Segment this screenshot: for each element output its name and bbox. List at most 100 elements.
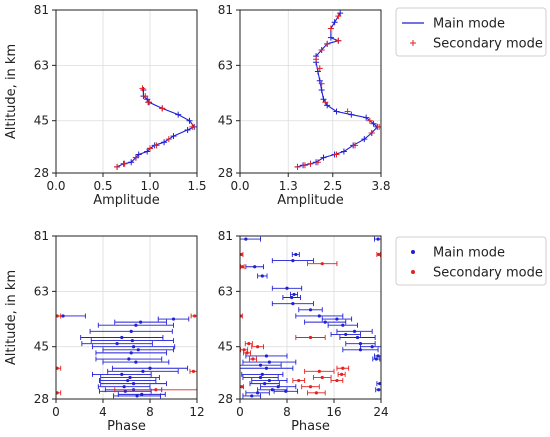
main-mode-line bbox=[116, 90, 196, 168]
legend-label: Secondary mode bbox=[433, 37, 543, 52]
secondary-mode-point bbox=[294, 163, 301, 170]
main-mode-point bbox=[344, 332, 348, 337]
main-mode-point bbox=[374, 357, 378, 361]
main-mode-point bbox=[290, 295, 294, 300]
main-mode-point bbox=[324, 102, 331, 109]
y-tick-label: 28 bbox=[34, 392, 49, 406]
secondary-mode-point bbox=[335, 13, 342, 20]
main-mode-point bbox=[260, 372, 264, 376]
secondary-mode-point bbox=[376, 123, 381, 130]
main-mode-point bbox=[370, 120, 377, 127]
legend-marker-dot bbox=[411, 270, 415, 274]
main-mode-point bbox=[335, 317, 339, 321]
main-mode-point bbox=[361, 136, 368, 143]
secondary-mode-point bbox=[56, 314, 59, 318]
main-mode-point bbox=[352, 329, 357, 333]
main-mode-point bbox=[270, 388, 274, 392]
secondary-mode-point bbox=[333, 151, 340, 158]
main-mode-point bbox=[170, 133, 177, 140]
x-axis-label: Phase bbox=[107, 419, 146, 434]
main-mode-point bbox=[358, 348, 363, 352]
main-mode-line bbox=[297, 12, 379, 168]
secondary-mode-point bbox=[352, 142, 359, 149]
x-axis-label: Phase bbox=[291, 419, 330, 434]
legend-label: Main mode bbox=[433, 17, 505, 32]
legend-1: Main mode Secondary mode bbox=[395, 7, 547, 57]
main-mode-point bbox=[348, 111, 355, 118]
main-mode-point bbox=[376, 354, 380, 358]
x-tick-label: 1.5 bbox=[187, 179, 206, 193]
y-tick-label: 81 bbox=[34, 3, 49, 17]
x-axis-label: Amplitude bbox=[277, 193, 344, 208]
x-axis-label: Amplitude bbox=[93, 193, 160, 208]
y-axis-label: Altitude, in km bbox=[4, 270, 19, 365]
y-tick-label: 45 bbox=[34, 340, 49, 354]
chart-panel-4: 0 8 16 24 28 45 63 81 Phase bbox=[218, 229, 389, 434]
main-mode-point bbox=[316, 77, 323, 84]
x-tick-label: 1.0 bbox=[140, 179, 159, 193]
secondary-mode-point bbox=[297, 378, 301, 383]
secondary-mode-point bbox=[307, 160, 314, 167]
y-tick-label: 28 bbox=[34, 166, 49, 180]
secondary-mode-point bbox=[121, 160, 128, 167]
main-mode-point bbox=[267, 360, 271, 364]
main-mode-point bbox=[128, 159, 135, 166]
plot-area bbox=[114, 85, 197, 170]
secondary-mode-point bbox=[114, 163, 121, 170]
main-mode-point bbox=[256, 391, 260, 395]
legend-frame bbox=[395, 236, 547, 286]
y-tick-label: 63 bbox=[218, 58, 233, 72]
y-axis-label: Altitude, in km bbox=[4, 44, 19, 139]
main-mode-point bbox=[276, 385, 280, 389]
x-tick-label: 0.0 bbox=[230, 179, 249, 193]
main-mode-point bbox=[144, 148, 151, 155]
x-tick-label: 0 bbox=[236, 405, 244, 419]
y-tick-label: 63 bbox=[218, 284, 233, 298]
secondary-mode-point bbox=[327, 25, 334, 32]
x-tick-label: 0.5 bbox=[93, 179, 112, 193]
main-mode-point bbox=[340, 148, 347, 155]
y-tick-label: 81 bbox=[218, 3, 233, 17]
main-mode-point bbox=[161, 139, 168, 146]
main-mode-point bbox=[258, 363, 263, 367]
secondary-mode-point bbox=[147, 145, 153, 152]
secondary-mode-point bbox=[240, 265, 244, 269]
secondary-mode-point bbox=[314, 391, 318, 395]
main-mode-point bbox=[129, 329, 133, 333]
plot-frame bbox=[55, 235, 198, 400]
secondary-mode-point bbox=[301, 162, 308, 169]
main-mode-point bbox=[341, 323, 345, 327]
main-mode-point bbox=[171, 317, 176, 321]
plot-frame bbox=[239, 235, 382, 400]
secondary-mode-point bbox=[145, 99, 152, 106]
main-mode-point bbox=[291, 302, 295, 306]
main-mode-point bbox=[308, 308, 313, 312]
y-tick-label: 63 bbox=[34, 284, 49, 298]
main-mode-point bbox=[284, 389, 288, 393]
x-tick-label: 0 bbox=[52, 405, 60, 419]
plot-frame bbox=[239, 9, 382, 174]
legend-marker-dot bbox=[411, 250, 415, 254]
secondary-mode-point bbox=[56, 391, 59, 395]
main-mode-point bbox=[140, 392, 144, 396]
x-tick-label: 3.8 bbox=[371, 179, 390, 193]
secondary-mode-point bbox=[139, 85, 146, 92]
main-mode-point bbox=[126, 378, 130, 383]
main-mode-point bbox=[337, 10, 344, 17]
main-mode-point bbox=[130, 338, 134, 343]
main-mode-point bbox=[291, 259, 295, 263]
main-mode-point bbox=[327, 34, 334, 41]
main-mode-point bbox=[136, 348, 140, 352]
secondary-mode-point bbox=[189, 123, 196, 130]
y-tick-label: 81 bbox=[34, 229, 49, 243]
secondary-mode-point bbox=[316, 65, 323, 72]
main-mode-point bbox=[376, 237, 380, 241]
secondary-mode-point bbox=[153, 142, 160, 149]
secondary-mode-point bbox=[193, 314, 197, 318]
secondary-mode-point bbox=[368, 130, 375, 137]
y-tick-label: 28 bbox=[218, 166, 233, 180]
x-tick-label: 4 bbox=[99, 405, 107, 419]
main-mode-point bbox=[244, 237, 248, 241]
secondary-mode-point bbox=[247, 342, 251, 346]
